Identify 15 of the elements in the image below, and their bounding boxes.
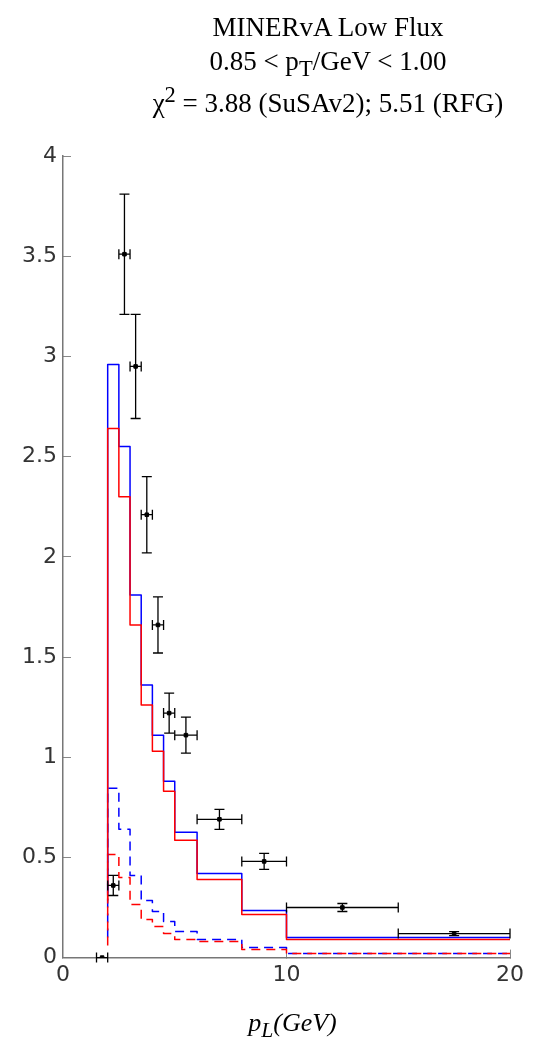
y-tick-label: 3 — [42, 342, 57, 368]
x-axis-title: p$_{L}$(GeV) — [246, 1008, 338, 1044]
y-tick-label: 0.5 — [21, 843, 57, 869]
x-tick-label: 10 — [272, 960, 301, 986]
x-tick-label: 20 — [496, 960, 524, 986]
text: χ$^{2}$ = 3.88 (SuSAv2); 5.51 (RFG) — [151, 81, 505, 118]
y-tick-label: 2.5 — [21, 442, 57, 468]
y-tick-label: 3.5 — [21, 241, 57, 267]
chart-title: MINERvA Low Flux — [211, 12, 445, 42]
y-tick-label: 2 — [42, 542, 57, 568]
y-tick-label: 1.5 — [21, 642, 57, 668]
y-tick-label: 1 — [42, 742, 57, 768]
chart-subtitle: 0.85 < p$_{T}$/GeV < 1.00 — [209, 46, 447, 82]
y-tick-label: 0 — [42, 943, 57, 969]
y-tick-label: 4 — [42, 141, 57, 167]
